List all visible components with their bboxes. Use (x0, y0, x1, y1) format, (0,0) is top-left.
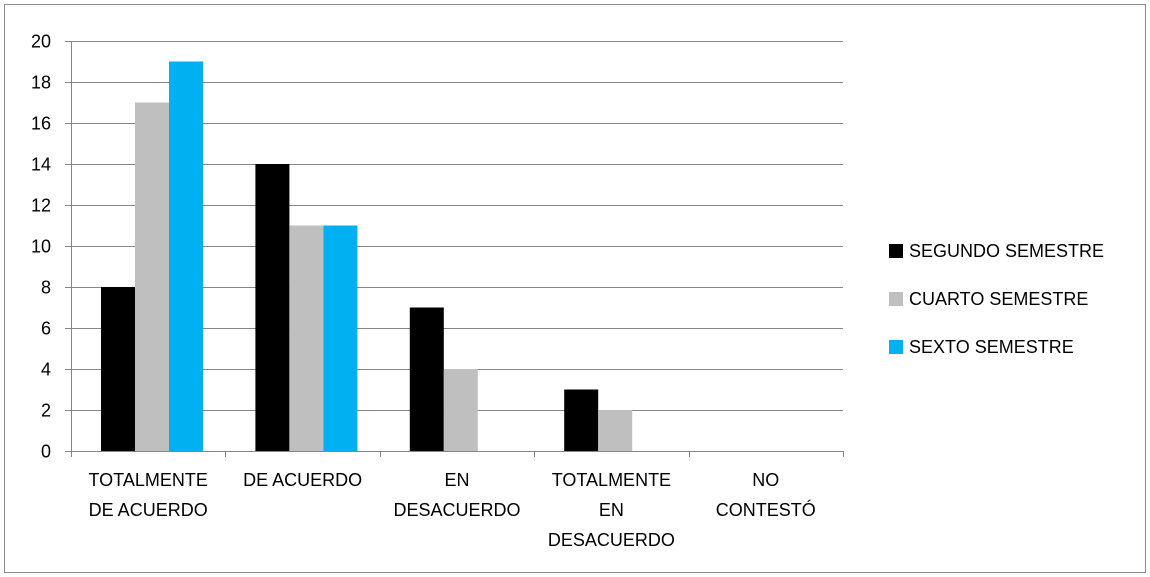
bar-cuarto-semestre (289, 225, 324, 451)
bar-sexto-semestre (323, 225, 358, 451)
legend-swatch (889, 244, 903, 258)
axes (65, 41, 844, 457)
bar-sexto-semestre (169, 61, 203, 451)
x-category-label: TOTALMENTE DE ACUERDO (89, 470, 208, 520)
y-tick-label: 14 (31, 155, 51, 175)
bar-segundo-semestre (564, 389, 599, 451)
y-tick-label: 18 (31, 73, 51, 93)
legend: SEGUNDO SEMESTRE CUARTO SEMESTRE SEXTO SEM… (889, 241, 1104, 357)
bar-segundo-semestre (409, 307, 444, 451)
y-tick-label: 2 (41, 401, 51, 421)
x-category-label: TOTALMENTE EN DESACUERDO (548, 470, 675, 550)
legend-swatch (889, 292, 903, 306)
y-tick-label: 16 (31, 114, 51, 134)
y-tick-label: 12 (31, 196, 51, 216)
bar-cuarto-semestre (443, 369, 478, 451)
category-labels: TOTALMENTE DE ACUERDO DE ACUERDO EN DESACUER… (89, 470, 816, 550)
y-tick-label: 20 (31, 32, 51, 52)
bar-segundo-semestre (101, 287, 135, 451)
y-tick-label: 10 (31, 237, 51, 257)
x-category-label: DE ACUERDO (243, 470, 362, 490)
y-tick-label: 4 (41, 360, 51, 380)
legend-swatch (889, 340, 903, 354)
bar-chart: 0 2 4 6 8 10 12 14 16 18 20 TOTALMENTE DE ACUERDO DE… (31, 32, 1104, 551)
legend-label: CUARTO SEMESTRE (909, 289, 1088, 309)
x-category-label: NO CONTESTÓ (716, 470, 816, 520)
legend-label: SEXTO SEMESTRE (909, 337, 1074, 357)
bar-segundo-semestre (255, 164, 290, 451)
y-tick-label: 6 (41, 319, 51, 339)
y-tick-label: 8 (41, 278, 51, 298)
legend-label: SEGUNDO SEMESTRE (909, 241, 1104, 261)
bar-cuarto-semestre (135, 102, 169, 451)
bar-cuarto-semestre (598, 410, 633, 451)
y-tick-label: 0 (41, 442, 51, 462)
bars (101, 61, 633, 451)
chart-frame: 0 2 4 6 8 10 12 14 16 18 20 TOTALMENTE DE ACUERDO DE… (4, 4, 1146, 573)
x-category-label: EN DESACUERDO (393, 470, 520, 520)
y-tick-labels: 0 2 4 6 8 10 12 14 16 18 20 (31, 32, 51, 462)
